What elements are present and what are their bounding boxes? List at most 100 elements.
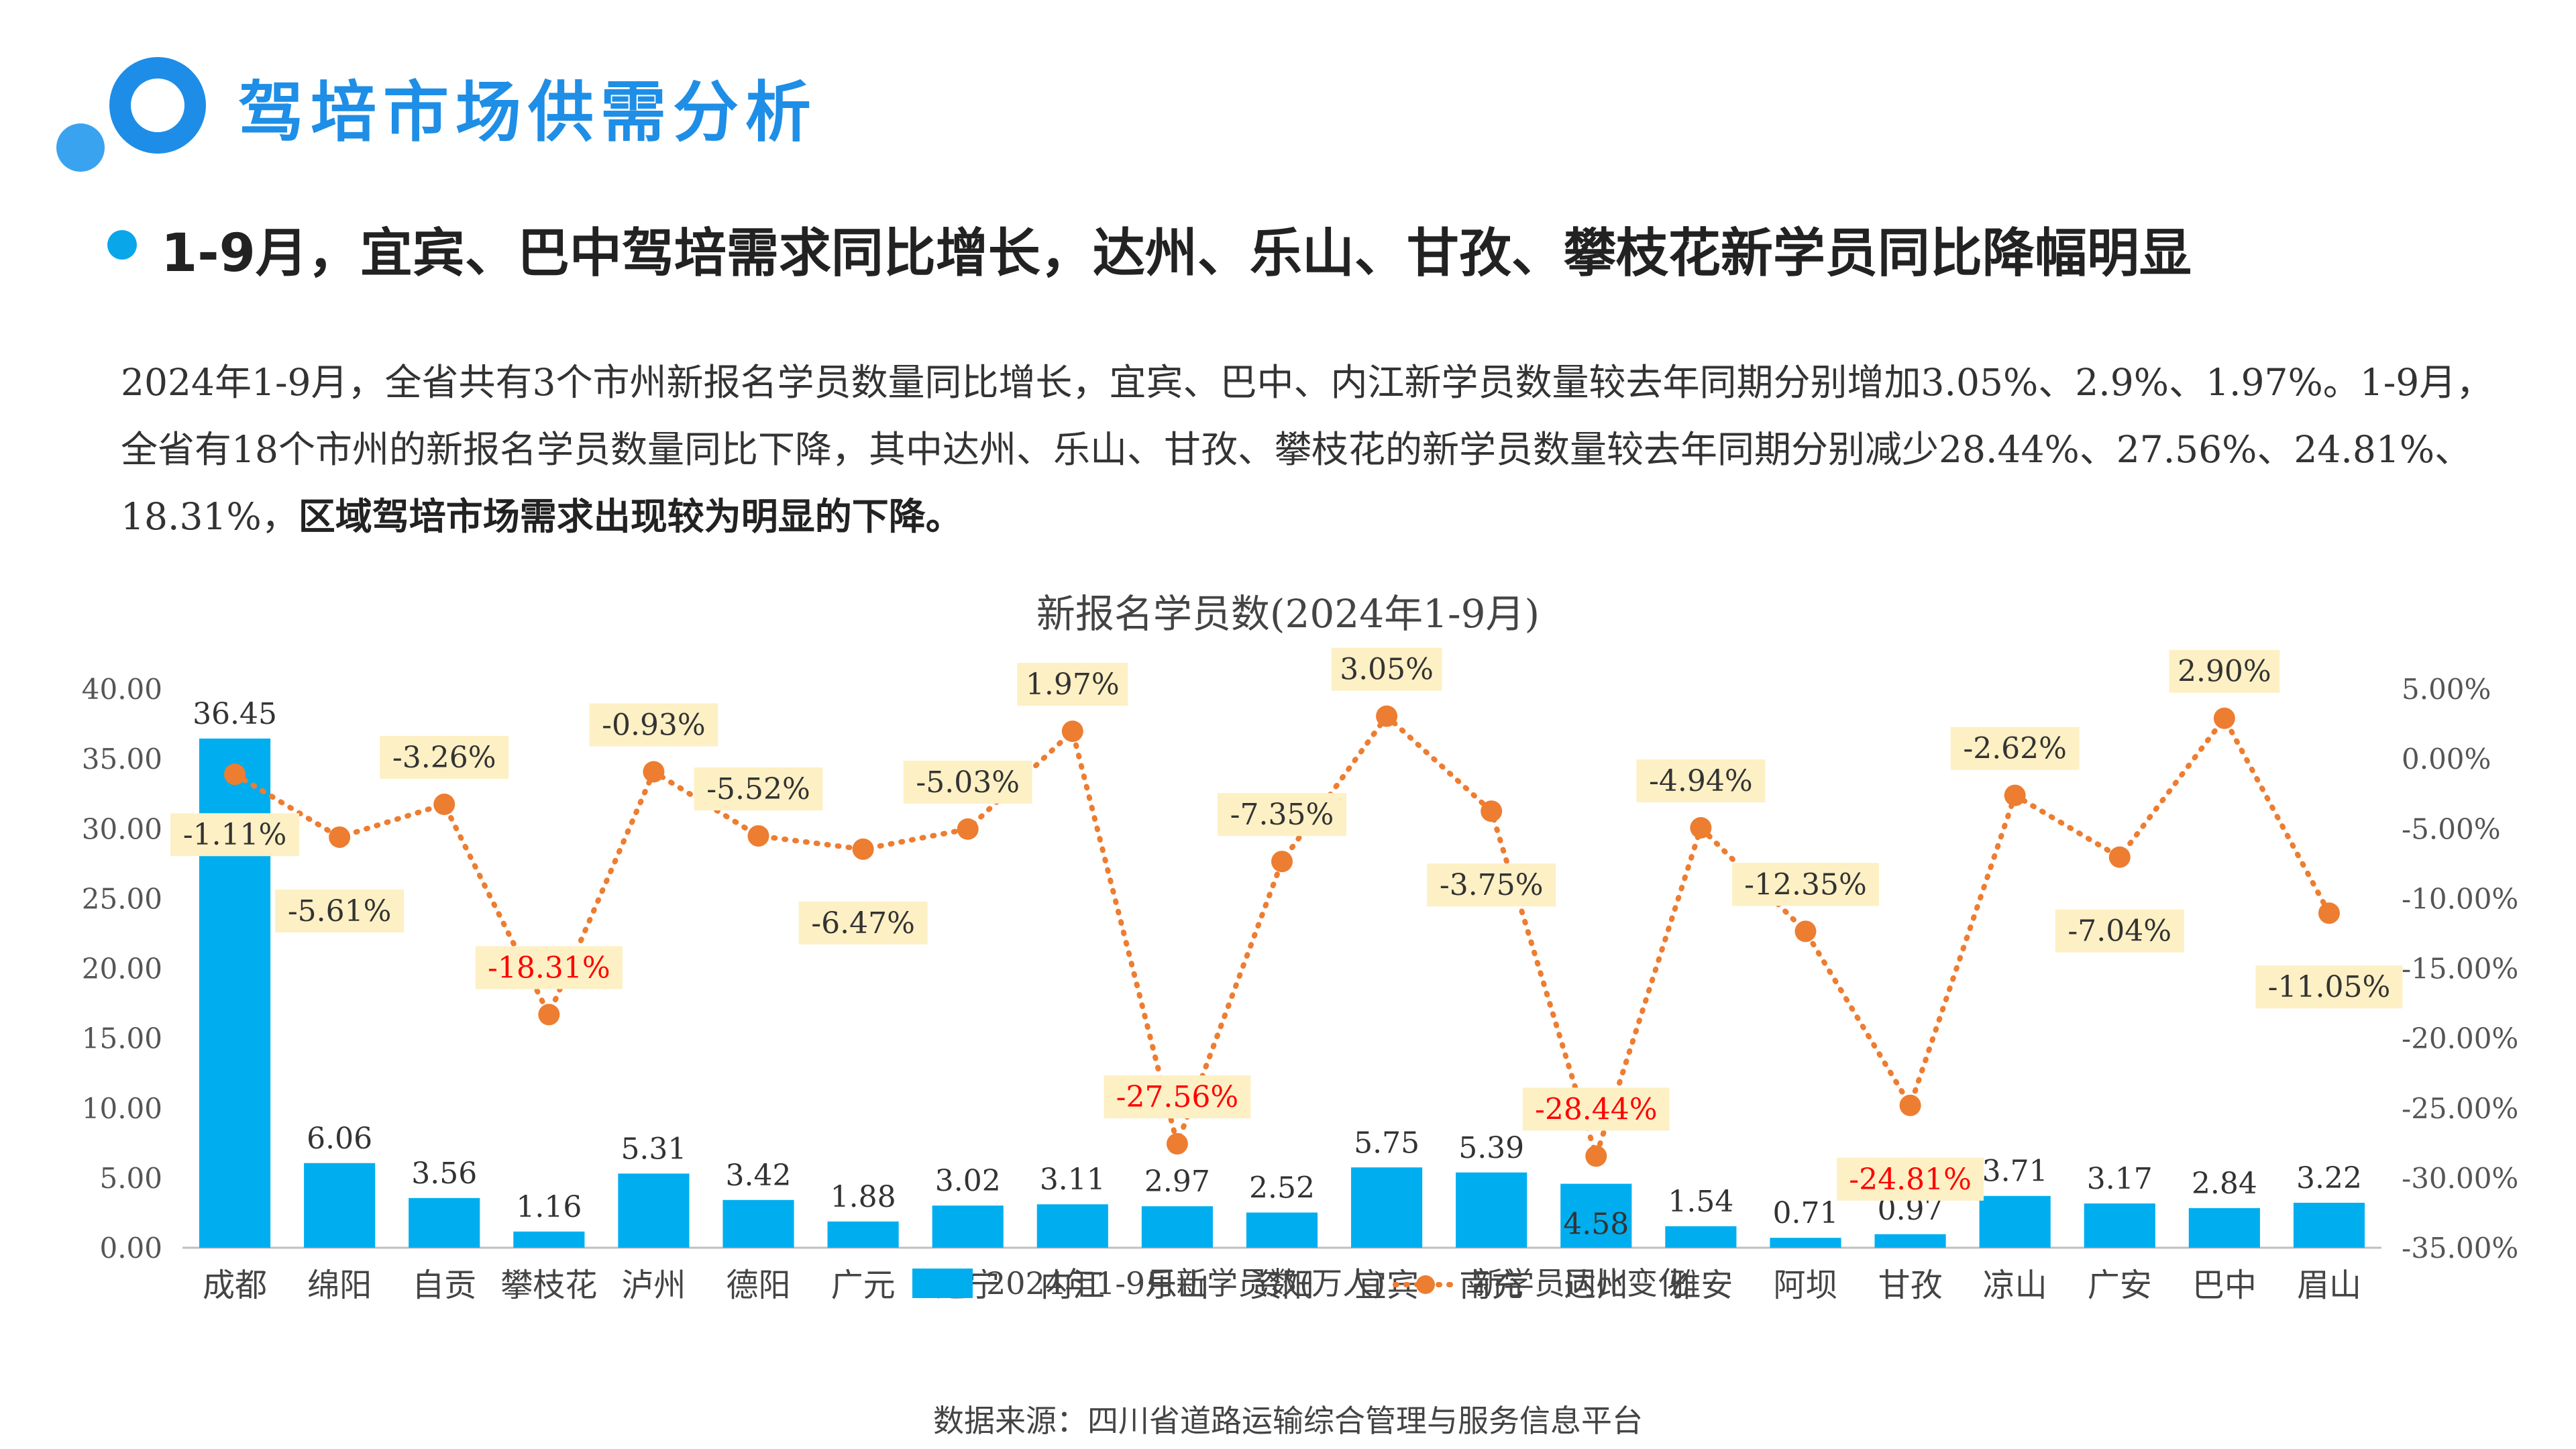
x-tick-label: 甘孜 <box>1878 1267 1943 1304</box>
yoy-label-bg <box>1950 727 2080 770</box>
y-right-tick-label: 5.00% <box>2402 673 2491 706</box>
yoy-value-label: -6.47% <box>811 906 915 941</box>
y-right-tick-label: -25.00% <box>2402 1092 2518 1125</box>
bar-value-label: 36.45 <box>193 697 277 731</box>
bar-value-label: 1.16 <box>516 1190 582 1224</box>
bar <box>1770 1238 1841 1248</box>
x-tick-label: 自贡 <box>412 1267 476 1304</box>
yoy-value-label: -5.52% <box>706 772 810 806</box>
yoy-value-label: -4.94% <box>1649 764 1753 798</box>
x-tick-label: 泸州 <box>621 1267 686 1304</box>
yoy-label-bg <box>2055 909 2184 953</box>
yoy-point <box>1794 920 1817 943</box>
bar <box>409 1197 480 1248</box>
bar <box>618 1173 690 1248</box>
summary-paragraph: 2024年1-9月，全省共有3个市州新报名学员数量同比增长，宜宾、巴中、内江新学… <box>121 349 2509 550</box>
bar <box>2293 1202 2365 1248</box>
bar <box>1560 1183 1632 1248</box>
bar <box>1665 1226 1737 1248</box>
bar-value-label: 3.42 <box>726 1159 792 1193</box>
y-left-tick-label: 20.00 <box>82 953 162 985</box>
students-chart: 新报名学员数(2024年1-9月) 0.00 5.00 10.00 15.00 20.00… <box>82 591 2519 1304</box>
x-tick-label: 阿坝 <box>1773 1267 1837 1304</box>
legend-bar-label: 2024年1-9月新学员数(万人) <box>986 1265 1385 1301</box>
bar-value-label: 4.58 <box>1563 1208 1629 1242</box>
bar-value-label: 3.22 <box>2296 1161 2362 1195</box>
y-left-tick-label: 40.00 <box>82 673 162 706</box>
yoy-value-label: -3.75% <box>1440 868 1544 902</box>
bar <box>1036 1204 1108 1248</box>
y-right-tick-label: -35.00% <box>2402 1232 2518 1265</box>
yoy-value-label: -11.05% <box>2268 970 2391 1004</box>
page-subtitle: 1-9月，宜宾、巴中驾培需求同比增长，达州、乐山、甘孜、攀枝花新学员同比降幅明显 <box>161 223 2192 284</box>
x-tick-label: 成都 <box>203 1267 267 1304</box>
yoy-label-bg <box>1331 647 1442 691</box>
x-tick-label: 达州 <box>1564 1267 1628 1304</box>
y-right-tick-label: -15.00% <box>2402 953 2518 985</box>
yoy-label-bg <box>170 813 300 857</box>
bar-value-label: 5.31 <box>621 1132 686 1166</box>
x-tick-label: 眉山 <box>2297 1267 2361 1304</box>
bar-value-label: 3.17 <box>2087 1162 2153 1196</box>
yoy-point <box>224 763 246 786</box>
yoy-label-bg <box>1427 863 1556 907</box>
yoy-point <box>1585 1145 1607 1167</box>
yoy-value-label: 2.90% <box>2178 655 2271 689</box>
bar-value-label: 1.54 <box>1668 1185 1733 1219</box>
bar-value-label: 3.71 <box>1982 1155 2048 1189</box>
yoy-point <box>643 761 665 783</box>
y-left-tick-label: 0.00 <box>99 1232 162 1265</box>
yoy-point <box>957 818 979 840</box>
yoy-label-bg <box>1017 663 1128 706</box>
bar-value-label: 3.02 <box>935 1164 1001 1198</box>
x-tick-label: 绵阳 <box>307 1267 372 1304</box>
yoy-point <box>1271 851 1293 873</box>
yoy-label-bg <box>1522 1087 1670 1131</box>
x-tick-label: 攀枝花 <box>500 1267 597 1304</box>
yoy-value-label: 3.05% <box>1340 653 1434 687</box>
yoy-value-label: -1.11% <box>183 818 287 852</box>
yoy-label-bg <box>1636 759 1766 803</box>
bar <box>932 1205 1004 1248</box>
bar <box>2188 1208 2260 1248</box>
y-left-tick-label: 25.00 <box>82 882 162 915</box>
logo-ring-inner <box>131 78 184 132</box>
x-tick-label: 广安 <box>2088 1267 2152 1304</box>
bar-value-label: 0.71 <box>1772 1196 1838 1230</box>
yoy-point <box>2108 846 2131 868</box>
x-tick-label: 广元 <box>831 1267 896 1304</box>
legend-line-marker <box>1416 1275 1435 1294</box>
yoy-value-label: -24.81% <box>1849 1163 1972 1197</box>
yoy-point <box>538 1004 560 1026</box>
yoy-value-label: -7.35% <box>1230 798 1334 832</box>
yoy-label-bg <box>1731 863 1879 906</box>
x-tick-label: 南充 <box>1459 1267 1523 1304</box>
bar-value-label: 5.39 <box>1458 1131 1524 1165</box>
yoy-value-label: -27.56% <box>1116 1080 1239 1114</box>
legend-bar-swatch <box>912 1269 973 1298</box>
yoy-point <box>1166 1133 1188 1155</box>
yoy-point <box>433 794 455 816</box>
yoy-label-bg <box>589 703 718 747</box>
x-tick-label: 内江 <box>1040 1267 1105 1304</box>
yoy-label-bg <box>1104 1075 1251 1119</box>
x-tick-label: 资阳 <box>1250 1267 1314 1304</box>
yoy-value-label: -3.26% <box>392 741 496 775</box>
yoy-label-bg <box>2169 649 2280 693</box>
bar <box>1979 1195 2051 1248</box>
yoy-value-label: 1.97% <box>1026 667 1120 702</box>
summary-emphasis: 区域驾培市场需求出现较为明显的下降。 <box>298 495 963 538</box>
y-right-tick-label: 0.00% <box>2402 743 2491 775</box>
brand-logo <box>56 57 206 172</box>
bar <box>1874 1234 1946 1248</box>
chart-title: 新报名学员数(2024年1-9月) <box>1036 591 1540 637</box>
yoy-label-bg <box>1218 793 1346 837</box>
yoy-point <box>1376 705 1398 727</box>
y-right-tick-label: -30.00% <box>2402 1162 2518 1195</box>
yoy-label-bg <box>903 760 1032 804</box>
yoy-value-label: -18.31% <box>488 951 610 985</box>
yoy-point <box>1061 720 1083 743</box>
yoy-point <box>2318 902 2340 924</box>
x-tick-label: 雅安 <box>1668 1267 1733 1304</box>
bar <box>2084 1203 2155 1248</box>
